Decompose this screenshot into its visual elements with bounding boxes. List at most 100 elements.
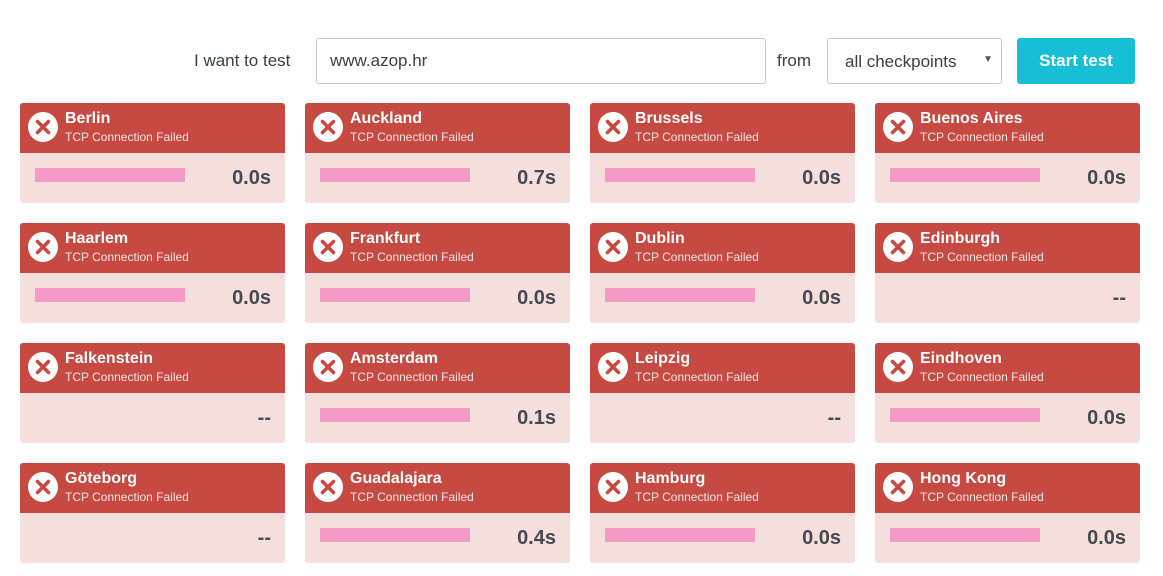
timing-bar: [605, 528, 755, 542]
result-card-7: Edinburgh TCP Connection Failed --: [875, 223, 1140, 323]
x-circle-icon: [598, 352, 628, 382]
status-text: TCP Connection Failed: [65, 130, 189, 144]
x-circle-icon: [883, 472, 913, 502]
timing-bar: [320, 528, 470, 542]
url-input[interactable]: [316, 38, 766, 84]
response-time: 0.0s: [232, 167, 271, 189]
status-text: TCP Connection Failed: [350, 250, 474, 264]
result-card-body: 0.0s: [305, 273, 570, 323]
result-card-body: 0.0s: [590, 513, 855, 563]
caret-down-icon: ▼: [983, 54, 993, 65]
result-card-header: Leipzig TCP Connection Failed: [590, 343, 855, 393]
city-name: Eindhoven: [920, 350, 1002, 367]
result-card-header: Berlin TCP Connection Failed: [20, 103, 285, 153]
response-time: 0.7s: [517, 167, 556, 189]
city-name: Amsterdam: [350, 350, 439, 367]
checkpoint-select-value: all checkpoints: [845, 52, 957, 71]
result-card-header: Edinburgh TCP Connection Failed: [875, 223, 1140, 273]
checkpoint-select[interactable]: all checkpoints ▼: [827, 38, 1002, 84]
x-circle-icon: [598, 112, 628, 142]
x-circle-icon: [883, 352, 913, 382]
status-text: TCP Connection Failed: [920, 130, 1044, 144]
response-time: 0.0s: [517, 287, 556, 309]
city-name: Brussels: [635, 110, 703, 127]
response-time: --: [257, 527, 271, 549]
response-time: --: [1112, 287, 1126, 309]
result-card-body: --: [875, 273, 1140, 323]
timing-bar: [320, 408, 470, 422]
result-card-body: --: [20, 393, 285, 443]
result-card-body: 0.0s: [875, 153, 1140, 203]
city-name: Auckland: [350, 110, 423, 127]
result-card-0: Berlin TCP Connection Failed 0.0s: [20, 103, 285, 203]
status-text: TCP Connection Failed: [350, 490, 474, 504]
status-text: TCP Connection Failed: [350, 370, 474, 384]
timing-bar: [320, 168, 470, 182]
result-card-header: Amsterdam TCP Connection Failed: [305, 343, 570, 393]
result-card-1: Auckland TCP Connection Failed 0.7s: [305, 103, 570, 203]
x-circle-icon: [883, 232, 913, 262]
result-card-13: Guadalajara TCP Connection Failed 0.4s: [305, 463, 570, 563]
city-name: Falkenstein: [65, 350, 154, 367]
result-card-header: Buenos Aires TCP Connection Failed: [875, 103, 1140, 153]
result-card-10: Leipzig TCP Connection Failed --: [590, 343, 855, 443]
status-text: TCP Connection Failed: [920, 490, 1044, 504]
status-text: TCP Connection Failed: [635, 370, 759, 384]
result-card-15: Hong Kong TCP Connection Failed 0.0s: [875, 463, 1140, 563]
x-circle-icon: [313, 112, 343, 142]
response-time: 0.0s: [802, 167, 841, 189]
city-name: Göteborg: [65, 470, 137, 487]
response-time: 0.0s: [1087, 167, 1126, 189]
result-card-body: 0.0s: [875, 393, 1140, 443]
result-card-header: Brussels TCP Connection Failed: [590, 103, 855, 153]
response-time: 0.0s: [1087, 407, 1126, 429]
timing-bar: [890, 408, 1040, 422]
start-test-button[interactable]: Start test: [1017, 38, 1135, 84]
timing-bar: [890, 528, 1040, 542]
test-label: I want to test: [194, 51, 291, 70]
timing-bar: [35, 168, 185, 182]
x-circle-icon: [28, 112, 58, 142]
response-time: 0.0s: [802, 287, 841, 309]
x-circle-icon: [313, 232, 343, 262]
status-text: TCP Connection Failed: [65, 250, 189, 264]
result-card-3: Buenos Aires TCP Connection Failed 0.0s: [875, 103, 1140, 203]
result-card-header: Dublin TCP Connection Failed: [590, 223, 855, 273]
response-time: 0.1s: [517, 407, 556, 429]
result-card-2: Brussels TCP Connection Failed 0.0s: [590, 103, 855, 203]
timing-bar: [605, 288, 755, 302]
x-circle-icon: [598, 472, 628, 502]
status-text: TCP Connection Failed: [350, 130, 474, 144]
timing-bar: [605, 168, 755, 182]
result-card-body: --: [20, 513, 285, 563]
result-card-body: 0.0s: [590, 153, 855, 203]
x-circle-icon: [28, 232, 58, 262]
result-card-header: Guadalajara TCP Connection Failed: [305, 463, 570, 513]
status-text: TCP Connection Failed: [920, 250, 1044, 264]
city-name: Guadalajara: [350, 470, 442, 487]
timing-bar: [320, 288, 470, 302]
x-circle-icon: [28, 472, 58, 502]
result-card-6: Dublin TCP Connection Failed 0.0s: [590, 223, 855, 323]
result-card-12: Göteborg TCP Connection Failed --: [20, 463, 285, 563]
from-label: from: [777, 51, 811, 70]
result-card-header: Falkenstein TCP Connection Failed: [20, 343, 285, 393]
test-toolbar: I want to test from all checkpoints ▼ St…: [0, 38, 1163, 84]
result-card-header: Eindhoven TCP Connection Failed: [875, 343, 1140, 393]
result-card-body: 0.0s: [20, 273, 285, 323]
city-name: Dublin: [635, 230, 685, 247]
x-circle-icon: [313, 472, 343, 502]
city-name: Leipzig: [635, 350, 691, 367]
result-card-header: Hamburg TCP Connection Failed: [590, 463, 855, 513]
result-card-header: Frankfurt TCP Connection Failed: [305, 223, 570, 273]
city-name: Haarlem: [65, 230, 129, 247]
x-circle-icon: [28, 352, 58, 382]
result-card-header: Haarlem TCP Connection Failed: [20, 223, 285, 273]
status-text: TCP Connection Failed: [635, 490, 759, 504]
result-card-14: Hamburg TCP Connection Failed 0.0s: [590, 463, 855, 563]
timing-bar: [35, 288, 185, 302]
x-circle-icon: [313, 352, 343, 382]
response-time: 0.0s: [1087, 527, 1126, 549]
city-name: Frankfurt: [350, 230, 421, 247]
result-card-body: 0.4s: [305, 513, 570, 563]
